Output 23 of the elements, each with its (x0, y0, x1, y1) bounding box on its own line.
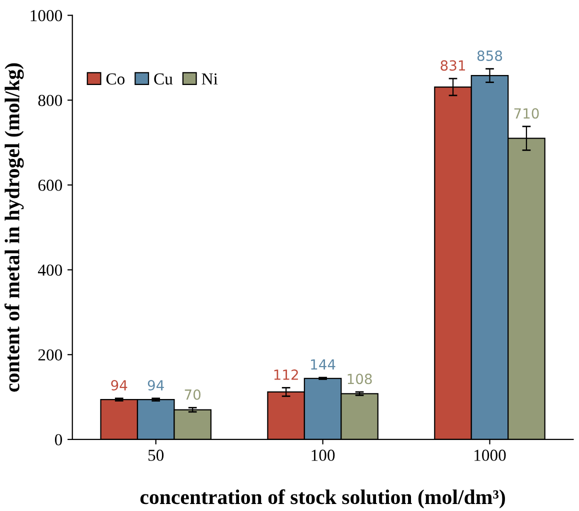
y-tick-label: 800 (38, 94, 62, 106)
y-axis-title: content of metal in hydrogel (mol/kg) (4, 63, 24, 392)
data-label: 108 (348, 374, 372, 384)
data-label: 710 (514, 108, 539, 119)
data-label: 112 (274, 369, 298, 380)
data-label: 144 (311, 359, 336, 370)
data-label: 858 (477, 50, 502, 61)
legend-label: Ni (202, 73, 218, 84)
y-tick-label: 1000 (30, 10, 62, 22)
y-tick-label: 0 (54, 434, 62, 446)
data-label: 831 (440, 60, 465, 71)
y-tick-label: 200 (38, 349, 62, 361)
x-axis-title: concentration of stock solution (mol/dm³) (140, 489, 505, 508)
data-label: 94 (148, 380, 164, 391)
legend-label: Co (106, 73, 125, 85)
y-tick-label: 600 (38, 180, 62, 191)
legend-label: Cu (154, 73, 173, 85)
x-tick-label: 100 (312, 450, 335, 461)
x-tick-label: 1000 (474, 450, 506, 461)
x-tick-label: 50 (148, 450, 164, 461)
y-tick-label: 400 (38, 264, 62, 276)
data-label: 94 (111, 380, 128, 391)
data-label: 70 (184, 389, 200, 400)
